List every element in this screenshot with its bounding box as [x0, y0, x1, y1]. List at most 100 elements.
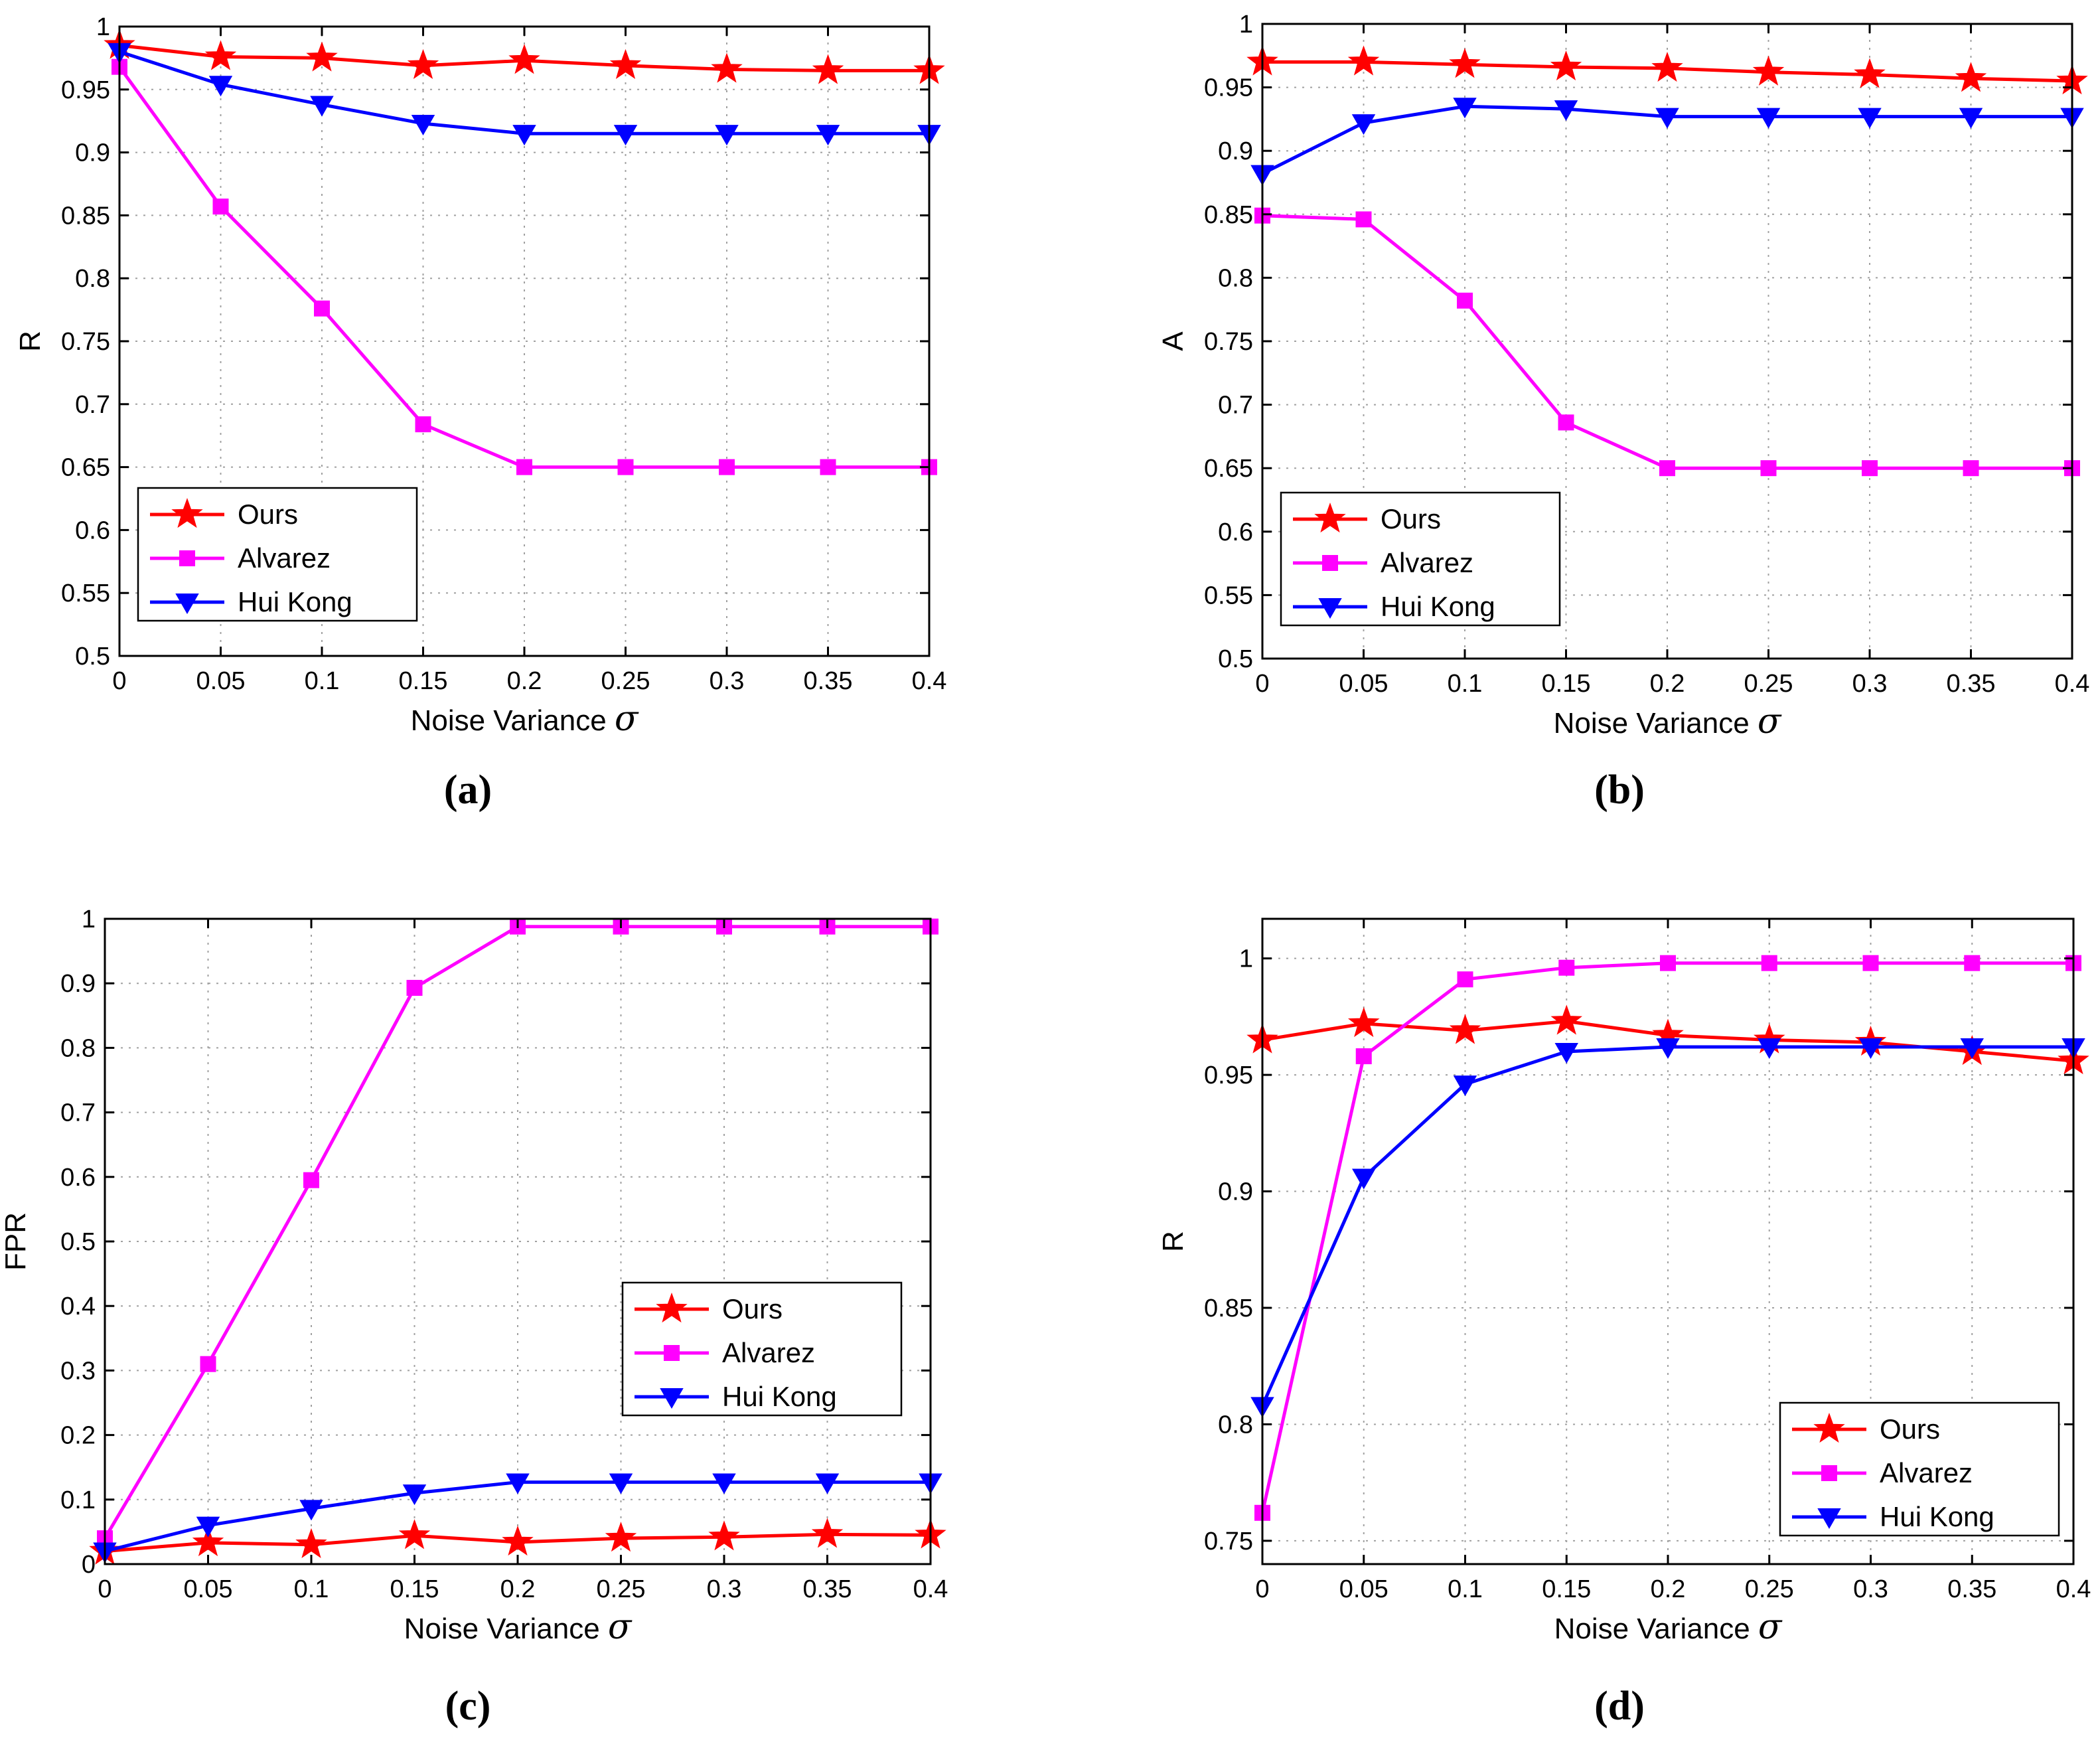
- data-point-alvarez: [1862, 955, 1879, 971]
- y-tick-label: 0.85: [1204, 1295, 1253, 1322]
- legend-label-hui-kong: Hui Kong: [238, 586, 352, 617]
- data-point-ours: [609, 48, 642, 79]
- y-tick-label: 0.95: [1204, 1062, 1253, 1089]
- data-point-ours: [1550, 50, 1582, 81]
- data-point-ours: [711, 52, 743, 83]
- data-point-ours: [502, 1526, 534, 1556]
- legend-marker-hui-kong: [1817, 1508, 1841, 1530]
- legend-item-alvarez: Alvarez: [1792, 1457, 1973, 1488]
- panel-caption: (c): [445, 1684, 491, 1729]
- y-tick-label: 0.95: [1204, 74, 1253, 102]
- series-alvarez: [112, 58, 937, 475]
- data-point-ours: [508, 44, 540, 74]
- y-tick-label: 0.6: [75, 516, 110, 544]
- data-point-alvarez: [516, 459, 532, 475]
- data-point-ours: [708, 1520, 740, 1551]
- y-tick-label: 0.5: [60, 1228, 96, 1256]
- x-tick-label: 0: [112, 667, 126, 695]
- legend-label-hui-kong: Hui Kong: [722, 1381, 837, 1412]
- x-tick-label: 0.3: [710, 667, 745, 695]
- data-point-alvarez: [303, 1172, 319, 1188]
- series-ours: [89, 1518, 946, 1565]
- y-tick-label: 0.4: [60, 1293, 96, 1320]
- y-tick-label: 1: [1239, 945, 1253, 973]
- y-tick-label: 0.65: [61, 454, 110, 482]
- data-point-hui-kong: [208, 76, 233, 97]
- y-tick-label: 0.5: [1218, 645, 1253, 673]
- legend: Ours Alvarez Hui Kong: [1280, 491, 1561, 627]
- y-tick-label: 0.6: [1218, 518, 1253, 546]
- data-point-hui-kong: [1655, 108, 1679, 129]
- legend-marker-hui-kong: [1318, 598, 1342, 619]
- data-point-hui-kong: [506, 1473, 530, 1494]
- y-tick-label: 0.95: [61, 76, 110, 104]
- x-tick-label: 0: [1255, 670, 1269, 698]
- y-tick-label: 0.7: [60, 1099, 96, 1127]
- x-tick-label: 0.4: [912, 667, 947, 695]
- series-ours: [104, 29, 945, 84]
- x-axis-label-text: Noise Variance: [1554, 1613, 1758, 1645]
- data-point-hui-kong: [815, 1473, 840, 1494]
- series-line-hui-kong: [1260, 1045, 2073, 1407]
- data-point-ours: [1752, 55, 1785, 86]
- data-point-alvarez: [406, 980, 423, 996]
- data-point-alvarez: [719, 459, 735, 475]
- y-tick-label: 0.8: [75, 265, 110, 293]
- y-tick-label: 0.7: [75, 391, 110, 419]
- data-point-hui-kong: [1858, 108, 1882, 129]
- legend-item-ours: Ours: [150, 498, 298, 530]
- y-tick-label: 0.5: [75, 643, 110, 671]
- x-tick-label: 0.4: [2056, 1575, 2091, 1603]
- panel-caption: (d): [1594, 1684, 1645, 1729]
- panel-caption: (a): [444, 767, 492, 813]
- x-axis-label-text: Noise Variance: [404, 1613, 608, 1645]
- legend: Ours Alvarez Hui Kong: [137, 487, 418, 622]
- x-tick-label: 0: [1255, 1575, 1269, 1603]
- data-point-hui-kong: [1554, 100, 1578, 121]
- data-point-hui-kong: [1960, 1038, 1984, 1060]
- x-axis-label: Noise Variance σ: [1554, 1607, 1783, 1647]
- x-tick-label: 0.3: [1853, 1575, 1888, 1603]
- x-tick-label: 0.05: [184, 1575, 233, 1603]
- legend-item-hui-kong: Hui Kong: [150, 586, 352, 617]
- data-point-hui-kong: [411, 114, 435, 136]
- legend-item-alvarez: Alvarez: [150, 542, 331, 574]
- data-point-ours: [192, 1526, 224, 1557]
- data-point-hui-kong: [1758, 1038, 1781, 1060]
- data-point-hui-kong: [1756, 108, 1781, 129]
- legend-label-hui-kong: Hui Kong: [1381, 591, 1495, 622]
- x-tick-label: 0.25: [597, 1575, 646, 1603]
- x-tick-label: 0.15: [399, 667, 448, 695]
- data-point-hui-kong: [613, 125, 638, 146]
- y-tick-label: 0.8: [1218, 264, 1253, 292]
- y-axis-label: FPR: [0, 1212, 32, 1271]
- data-point-alvarez: [1659, 460, 1675, 477]
- legend-marker-ours: [171, 498, 203, 528]
- data-point-hui-kong: [1453, 1075, 1477, 1097]
- x-axis-label: Noise Variance σ: [1554, 702, 1782, 742]
- series-alvarez: [1254, 955, 2081, 1521]
- y-tick-label: 0.9: [60, 970, 96, 998]
- y-tick-label: 0.9: [75, 139, 110, 167]
- x-tick-label: 0: [98, 1575, 112, 1603]
- data-point-ours: [812, 54, 844, 84]
- y-tick-label: 0.8: [1218, 1411, 1253, 1439]
- x-tick-label: 0.1: [305, 667, 340, 695]
- legend-item-hui-kong: Hui Kong: [635, 1381, 837, 1412]
- x-tick-label: 0.3: [707, 1575, 742, 1603]
- x-axis-label-sigma: σ: [608, 1607, 633, 1647]
- x-tick-label: 0.25: [1744, 670, 1793, 698]
- legend-marker-alvarez: [179, 550, 195, 566]
- data-point-ours: [1347, 1006, 1380, 1038]
- x-axis-label: Noise Variance σ: [411, 699, 639, 739]
- x-axis-label-sigma: σ: [615, 699, 639, 739]
- x-tick-label: 0.15: [1542, 1575, 1591, 1603]
- data-point-ours: [1955, 62, 1987, 92]
- x-tick-label: 0.35: [804, 667, 853, 695]
- data-point-hui-kong: [310, 96, 334, 117]
- x-tick-label: 0.25: [1745, 1575, 1794, 1603]
- x-tick-label: 0.35: [1947, 670, 1996, 698]
- x-tick-label: 0.2: [500, 1575, 536, 1603]
- data-point-alvarez: [1355, 211, 1372, 228]
